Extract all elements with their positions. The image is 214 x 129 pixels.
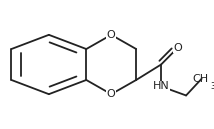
Text: HN: HN [153,81,169,91]
Text: O: O [173,43,182,53]
Text: CH: CH [193,74,209,84]
Text: O: O [107,30,116,40]
Text: 3: 3 [210,82,214,91]
Text: O: O [107,89,116,99]
